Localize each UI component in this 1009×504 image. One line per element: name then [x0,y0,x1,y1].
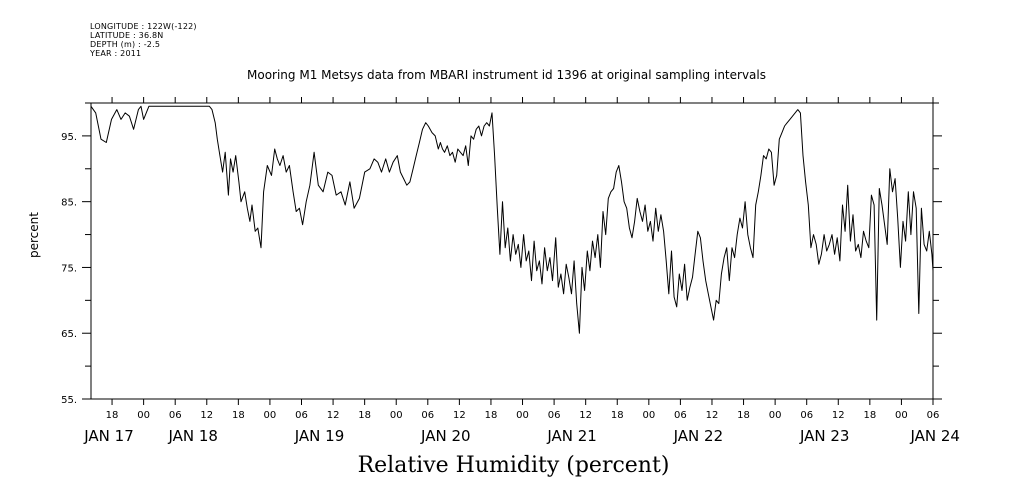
year-label: YEAR : 2011 [90,49,142,58]
x-tick-label: 00 [895,410,908,421]
x-tick-label: 18 [737,410,750,421]
y-tick-label: 85. [61,198,77,209]
x-tick-label: 18 [106,410,119,421]
depth-label: DEPTH (m) : -2.5 [90,40,161,49]
x-axis-title: Relative Humidity (percent) [357,453,670,478]
x-tick-label: 12 [453,410,466,421]
x-day-label: JAN 22 [673,427,724,445]
x-tick-label: 06 [800,410,813,421]
x-tick-label: 00 [137,410,150,421]
x-day-label: JAN 24 [909,427,960,445]
x-tick-label: 12 [832,410,845,421]
plot-frame [90,102,934,400]
location-metadata: LONGITUDE : 122W(-122) LATITUDE : 36.8N … [90,22,197,58]
x-tick-label: 18 [863,410,876,421]
x-day-label: JAN 20 [420,427,471,445]
x-day-label: JAN 18 [167,427,218,445]
x-tick-label: 12 [200,410,213,421]
x-tick-label: 18 [358,410,371,421]
x-tick-label: 06 [674,410,687,421]
y-tick-label: 95. [61,132,77,143]
humidity-series-line [90,105,934,334]
x-day-label: JAN 21 [546,427,597,445]
y-tick-label: 55. [61,395,77,406]
x-tick-label: 18 [485,410,498,421]
x-tick-label: 00 [642,410,655,421]
x-tick-label: 12 [327,410,340,421]
x-tick-label: 06 [169,410,182,421]
x-day-label: JAN 19 [294,427,345,445]
longitude-label: LONGITUDE : 122W(-122) [90,22,197,31]
y-tick-label: 75. [61,263,77,274]
x-tick-label: 12 [579,410,592,421]
chart-title: Mooring M1 Metsys data from MBARI instru… [247,68,766,82]
x-tick-label: 00 [516,410,529,421]
x-day-label: JAN 23 [799,427,850,445]
x-tick-label: 06 [295,410,308,421]
latitude-label: LATITUDE : 36.8N [90,31,164,40]
x-tick-label: 18 [611,410,624,421]
x-tick-label: 06 [421,410,434,421]
x-tick-label: 06 [927,410,940,421]
y-tick-label: 65. [61,329,77,340]
tick-group [82,97,942,405]
x-tick-label: 00 [390,410,403,421]
x-tick-label: 18 [232,410,245,421]
tick-label-group: 55. 65. 75. 85. 95. 18 00 06 12 18 00 06 12 18 00 06 12 1… [61,132,960,445]
x-tick-label: 06 [548,410,561,421]
series-group [90,105,934,334]
plot-frame-group [90,102,934,400]
x-tick-label: 12 [706,410,719,421]
x-day-label: JAN 17 [83,427,134,445]
x-tick-label: 00 [264,410,277,421]
x-tick-label: 00 [769,410,782,421]
